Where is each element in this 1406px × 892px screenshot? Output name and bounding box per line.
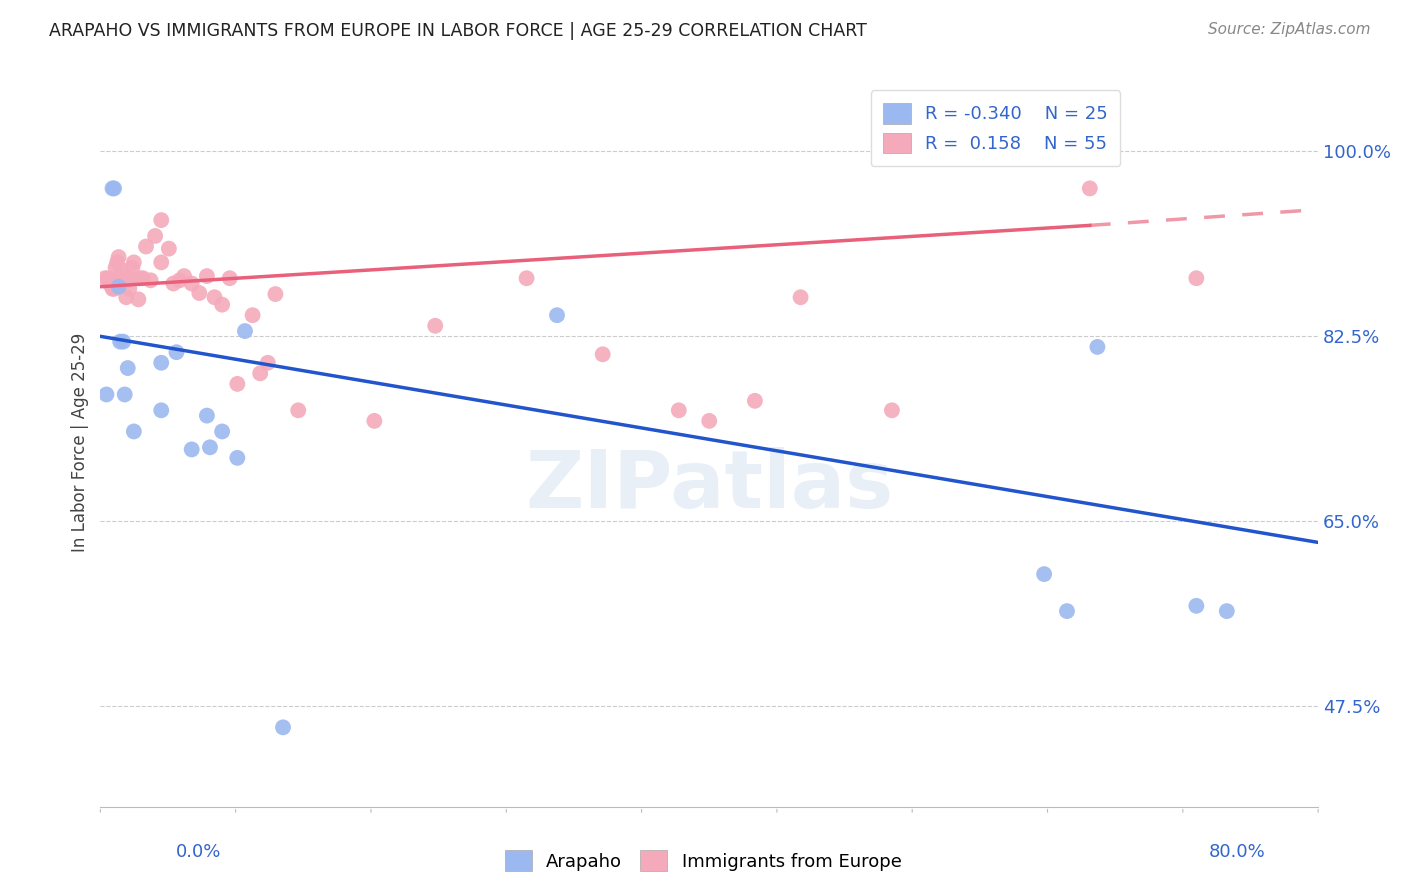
Point xyxy=(112,273,135,287)
Point xyxy=(97,271,120,285)
Point xyxy=(880,403,903,417)
Point xyxy=(1185,599,1208,613)
Point xyxy=(363,414,385,428)
Text: 0.0%: 0.0% xyxy=(176,843,221,861)
Point xyxy=(264,287,287,301)
Point xyxy=(105,255,128,269)
Point xyxy=(135,239,157,253)
Point xyxy=(249,367,271,381)
Point xyxy=(516,271,538,285)
Point xyxy=(114,271,136,285)
Point xyxy=(256,356,278,370)
Point xyxy=(118,282,141,296)
Point xyxy=(150,403,173,417)
Point xyxy=(129,271,152,285)
Text: ARAPAHO VS IMMIGRANTS FROM EUROPE IN LABOR FORCE | AGE 25-29 CORRELATION CHART: ARAPAHO VS IMMIGRANTS FROM EUROPE IN LAB… xyxy=(49,22,868,40)
Point xyxy=(150,356,173,370)
Point xyxy=(592,347,614,361)
Point xyxy=(180,442,202,457)
Point xyxy=(204,290,226,304)
Point xyxy=(117,273,139,287)
Point xyxy=(103,282,125,296)
Point xyxy=(233,324,256,338)
Point xyxy=(1185,271,1208,285)
Point xyxy=(107,250,129,264)
Point xyxy=(139,273,162,287)
Point xyxy=(122,255,145,269)
Point xyxy=(150,255,173,269)
Legend: R = -0.340    N = 25, R =  0.158    N = 55: R = -0.340 N = 25, R = 0.158 N = 55 xyxy=(870,90,1121,166)
Point xyxy=(121,260,143,275)
Point xyxy=(107,279,129,293)
Point xyxy=(111,262,134,277)
Point xyxy=(103,181,125,195)
Point xyxy=(108,334,131,349)
Point xyxy=(195,269,218,284)
Point xyxy=(162,277,184,291)
Point xyxy=(94,271,117,285)
Point xyxy=(132,271,155,285)
Point xyxy=(271,720,294,734)
Point xyxy=(211,298,233,312)
Point xyxy=(198,440,221,454)
Point xyxy=(173,269,195,284)
Point xyxy=(287,403,309,417)
Point xyxy=(108,271,131,285)
Point xyxy=(169,273,191,287)
Point xyxy=(546,308,568,322)
Point xyxy=(226,376,249,391)
Point xyxy=(157,242,180,256)
Point xyxy=(100,277,122,291)
Point xyxy=(127,293,149,307)
Point xyxy=(120,271,142,285)
Point xyxy=(697,414,720,428)
Point xyxy=(195,409,218,423)
Point xyxy=(101,282,124,296)
Point xyxy=(1056,604,1078,618)
Point xyxy=(789,290,811,304)
Point xyxy=(1216,604,1239,618)
Point xyxy=(211,425,233,439)
Point xyxy=(104,271,127,285)
Point xyxy=(101,181,124,195)
Point xyxy=(104,260,127,275)
Point xyxy=(1033,567,1056,582)
Legend: Arapaho, Immigrants from Europe: Arapaho, Immigrants from Europe xyxy=(498,843,908,879)
Point xyxy=(166,345,188,359)
Point xyxy=(150,213,173,227)
Point xyxy=(668,403,690,417)
Point xyxy=(143,229,166,244)
Point xyxy=(744,393,766,408)
Point xyxy=(226,450,249,465)
Text: ZIPatlas: ZIPatlas xyxy=(524,447,893,524)
Point xyxy=(117,361,139,376)
Point xyxy=(1087,340,1109,354)
Point xyxy=(188,285,211,300)
Point xyxy=(112,334,135,349)
Y-axis label: In Labor Force | Age 25-29: In Labor Force | Age 25-29 xyxy=(72,333,89,551)
Point xyxy=(1078,181,1101,195)
Point xyxy=(425,318,447,333)
Point xyxy=(115,290,138,304)
Point xyxy=(96,387,118,401)
Point xyxy=(242,308,264,322)
Point xyxy=(122,425,145,439)
Point xyxy=(114,387,136,401)
Text: 80.0%: 80.0% xyxy=(1209,843,1265,861)
Point xyxy=(218,271,240,285)
Point xyxy=(180,277,202,291)
Point xyxy=(98,277,121,291)
Text: Source: ZipAtlas.com: Source: ZipAtlas.com xyxy=(1208,22,1371,37)
